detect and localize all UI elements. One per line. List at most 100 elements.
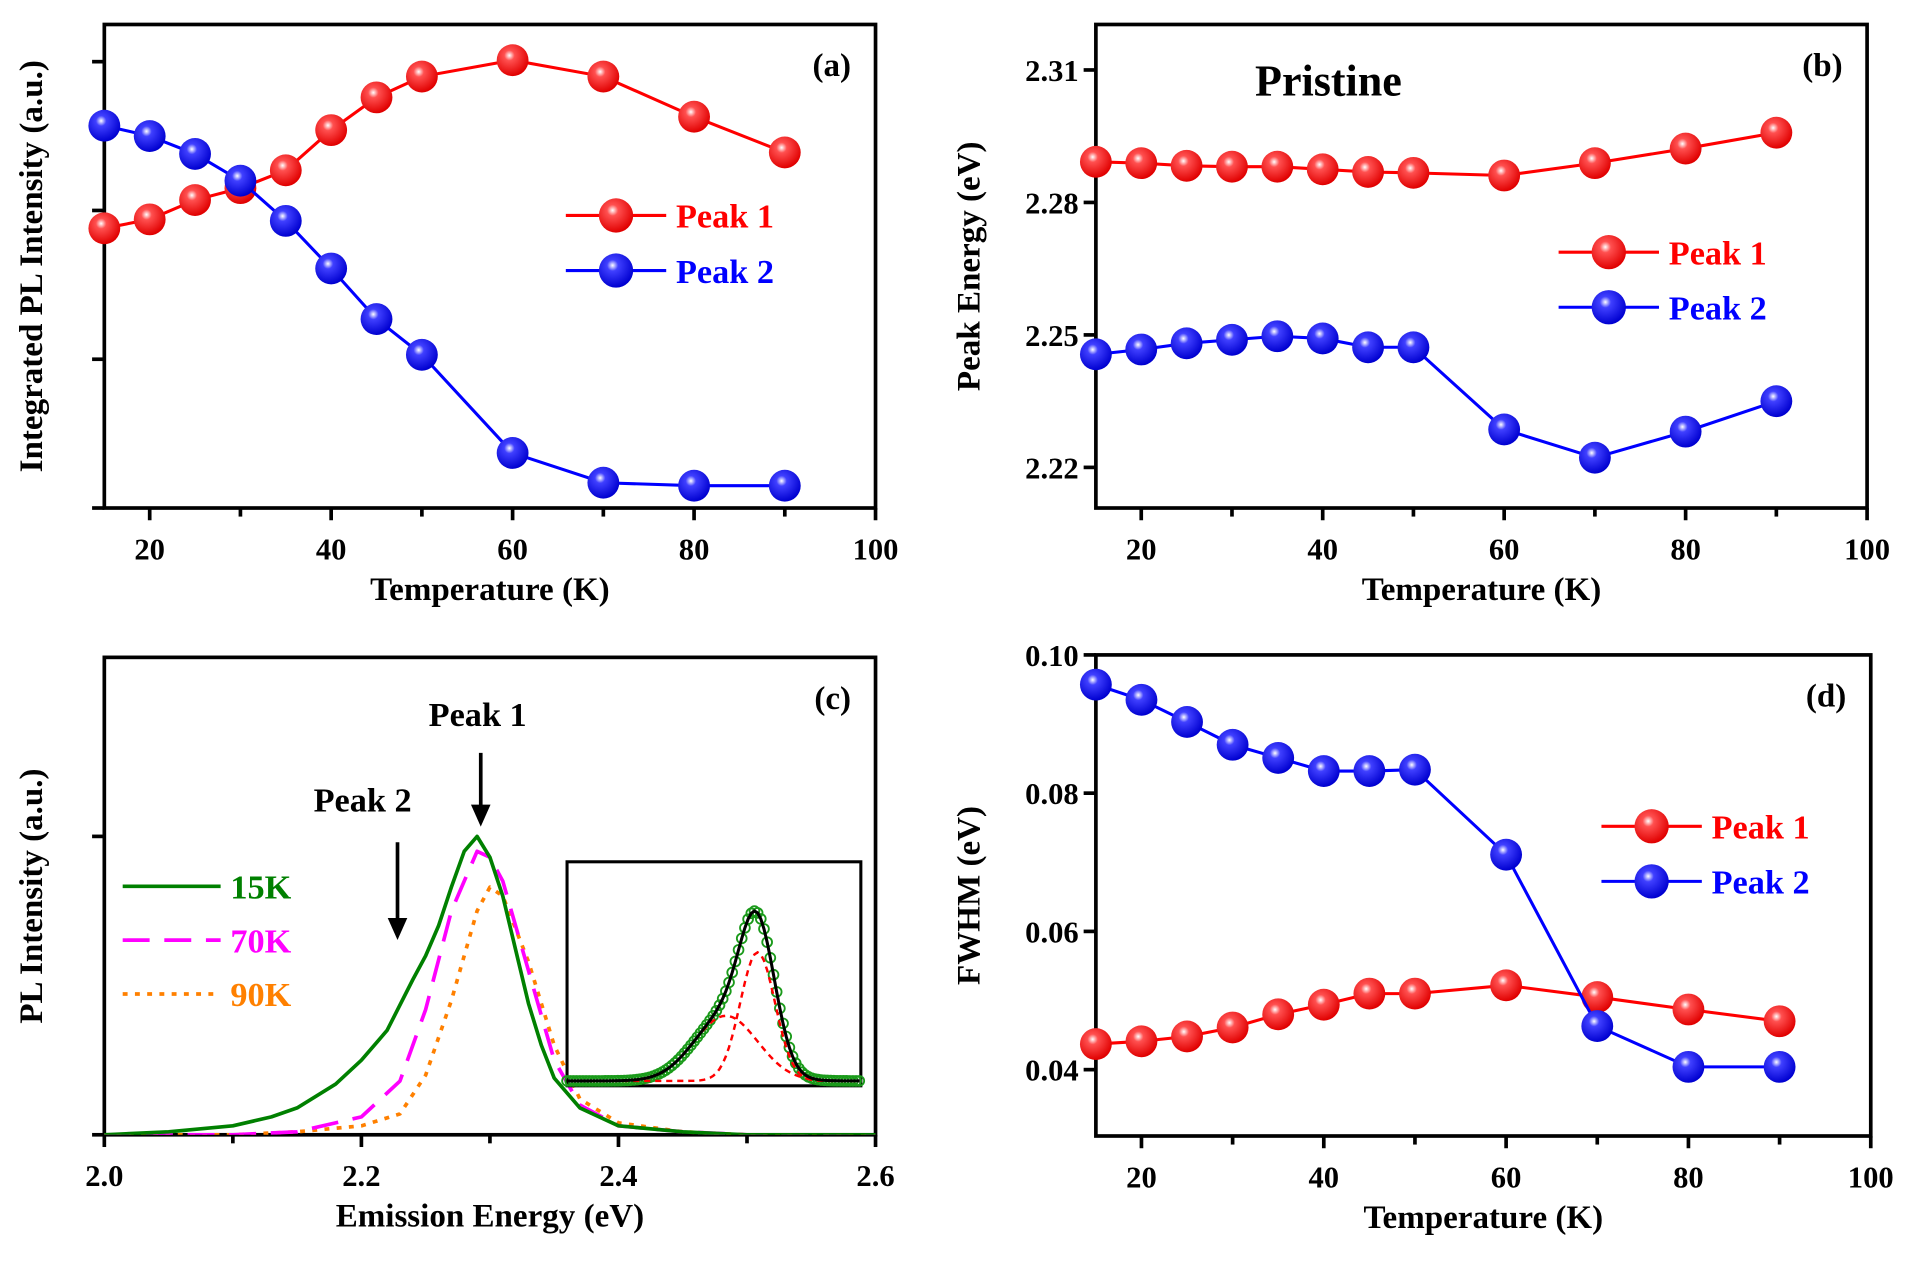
arrow-head [387, 917, 408, 940]
data-point [1125, 147, 1158, 180]
inset-data-point [716, 992, 729, 1005]
legend-label: Peak 1 [1712, 809, 1810, 847]
data-point [224, 164, 257, 197]
data-point [1079, 668, 1112, 701]
data-point [360, 303, 393, 335]
data-point [1397, 331, 1430, 364]
data-point [1216, 150, 1248, 183]
legend-label: Peak 2 [676, 253, 774, 291]
annotation-label: Peak 1 [429, 696, 527, 734]
plot-area [1079, 116, 1793, 474]
y-tick-label: 0.06 [1025, 915, 1079, 949]
inset-data-point [742, 913, 754, 925]
inset [561, 860, 866, 1088]
data-point [1578, 147, 1611, 180]
data-point [1216, 1011, 1249, 1044]
data-point [1669, 132, 1702, 165]
data-point [1079, 145, 1112, 178]
series-line-peak-2 [103, 124, 785, 488]
x-tick-label: 40 [316, 532, 347, 566]
data-point [1079, 338, 1112, 371]
data-point [496, 44, 529, 77]
inset-frame [565, 860, 863, 1088]
legend-label: Peak 1 [676, 198, 774, 236]
arrow-head [470, 804, 491, 827]
x-tick-label: 40 [1307, 532, 1338, 566]
data-point [1125, 683, 1158, 716]
x-tick-label: 60 [497, 532, 528, 566]
data-point [1307, 988, 1340, 1021]
data-point [1262, 998, 1295, 1031]
data-point [269, 204, 302, 237]
panel-label: (b) [1802, 48, 1842, 84]
legend-label: Peak 2 [1669, 290, 1767, 328]
x-tick-label: 100 [1848, 1160, 1894, 1194]
legend-label: 90K [230, 976, 291, 1014]
data-point [1490, 838, 1523, 871]
y-tick-label: 0.04 [1025, 1054, 1079, 1088]
data-point [1672, 993, 1705, 1026]
data-point [1262, 741, 1295, 774]
data-point [768, 136, 801, 169]
plot-frame [1094, 22, 1869, 510]
data-point [315, 114, 348, 147]
data-point [179, 138, 211, 170]
data-point [1170, 327, 1203, 360]
data-point [133, 203, 166, 236]
y-tick-label: 2.25 [1025, 319, 1079, 353]
x-axis-label: Temperature (K) [1364, 1200, 1604, 1236]
data-point [1125, 333, 1158, 366]
spectrum-15k [104, 834, 876, 1135]
data-point [1171, 706, 1203, 738]
data-point [1763, 1050, 1796, 1083]
data-point [1353, 755, 1386, 787]
inset-fit-line [567, 909, 860, 1083]
x-tick-label: 2.2 [342, 1159, 380, 1193]
x-tick-label: 100 [853, 532, 899, 566]
x-axis-label: Emission Energy (eV) [336, 1199, 644, 1235]
legend-label: 15K [230, 869, 291, 907]
spectrum-90k [104, 885, 876, 1135]
panel-d: 20 40 60 80 100 0.04 0.06 0.08 0.10 Temperature (… [952, 639, 1894, 1236]
x-tick-label: 80 [679, 532, 710, 566]
x-tick-label: 2.4 [599, 1159, 637, 1193]
inset-data-point [669, 1056, 681, 1069]
data-point [1760, 385, 1793, 418]
x-tick-label: 40 [1308, 1160, 1339, 1194]
data-point [1399, 753, 1431, 786]
data-point [315, 252, 348, 285]
panel-c: 2.0 2.2 2.4 2.6 Emission Energy (eV) PL Inten… [14, 655, 895, 1235]
y-axis-label: Peak Energy (eV) [952, 141, 988, 391]
data-point [1352, 331, 1384, 364]
x-axis-label: Temperature (K) [1362, 572, 1602, 608]
y-axis-label: Integrated PL Intensity (a.u.) [14, 60, 50, 472]
y-tick-label: 2.22 [1025, 451, 1079, 485]
x-axis-label: Temperature (K) [370, 572, 610, 608]
data-point [1760, 116, 1793, 149]
data-point [1672, 1050, 1705, 1083]
data-point [1216, 728, 1249, 761]
data-point [1171, 1020, 1203, 1053]
y-axis-label: FWHM (eV) [952, 806, 988, 985]
data-point [1307, 755, 1340, 787]
panel-a: 20 40 60 80 100 Temperature (K) Integrated PL … [14, 22, 899, 608]
panel-label: (a) [813, 48, 852, 84]
data-point [1170, 149, 1203, 182]
data-point [1079, 1028, 1112, 1060]
plot-frame [102, 22, 878, 510]
x-tick-label: 2.6 [856, 1159, 894, 1193]
data-point [1488, 413, 1521, 446]
data-point [768, 469, 801, 502]
data-point [405, 338, 438, 371]
legend-marker [1591, 290, 1626, 325]
plot-area [88, 44, 801, 502]
plot-frame [1094, 653, 1873, 1138]
data-point [1261, 150, 1294, 183]
legend-marker [1634, 864, 1669, 899]
legend-label: Peak 2 [1712, 864, 1810, 902]
inset-data-point [675, 1050, 688, 1063]
y-tick-label: 0.10 [1025, 639, 1079, 673]
data-point [1581, 981, 1614, 1013]
panel-title: Pristine [1255, 56, 1402, 105]
x-tick-label: 80 [1673, 1160, 1704, 1194]
